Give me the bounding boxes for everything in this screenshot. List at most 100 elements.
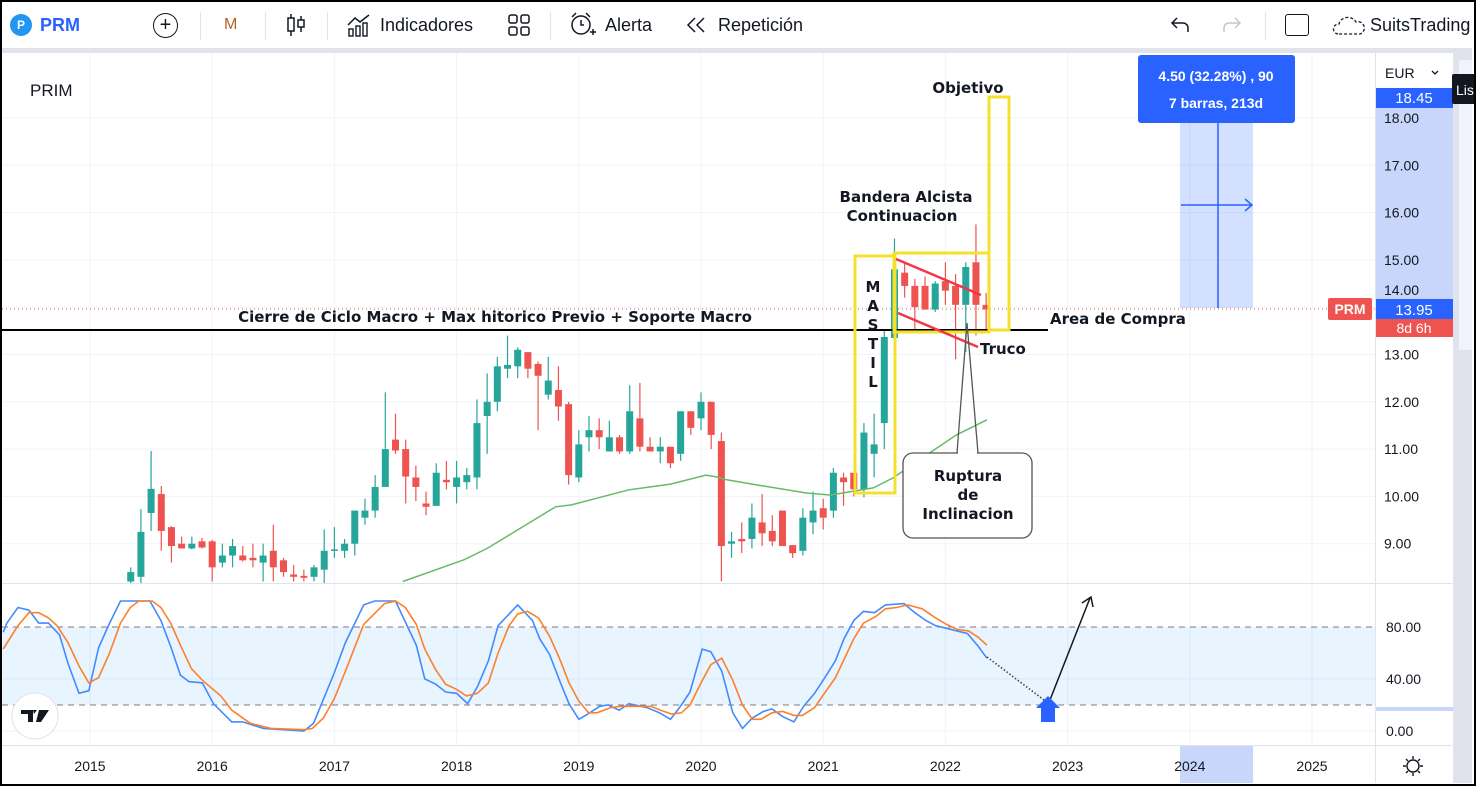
target-box[interactable] xyxy=(987,95,1011,332)
candle-body xyxy=(656,446,664,452)
candle-body xyxy=(962,266,970,305)
candle xyxy=(392,413,399,454)
candle xyxy=(789,545,797,558)
candle xyxy=(616,434,624,454)
candle-body xyxy=(178,543,186,549)
up-arrow-icon[interactable] xyxy=(1036,696,1060,722)
candle xyxy=(748,503,756,549)
candle xyxy=(697,392,705,431)
candle xyxy=(534,361,542,431)
year-tick-label: 2023 xyxy=(1052,758,1083,774)
candle-body xyxy=(442,479,450,483)
candle-body xyxy=(432,472,440,506)
time-axis[interactable]: 2015 2016 2017 2018 2019 2020 2021 2022 2023 2024… xyxy=(74,758,1327,774)
candle xyxy=(605,420,613,452)
chart-type-button[interactable] xyxy=(285,2,307,48)
candle xyxy=(127,567,135,583)
chevron-down-icon[interactable] xyxy=(1431,70,1439,75)
candle xyxy=(728,531,736,558)
candle xyxy=(361,498,369,525)
price-tick-label: 11.00 xyxy=(1384,441,1418,457)
flag-upper-trendline[interactable] xyxy=(895,257,982,297)
price-tick-label: 10.00 xyxy=(1384,488,1419,504)
candle-body xyxy=(229,546,237,556)
oscillator-axis[interactable]: 80.00 40.00 0.00 xyxy=(1386,619,1421,739)
measure-range-area[interactable] xyxy=(1180,97,1253,308)
projection-dotted-line[interactable] xyxy=(986,656,1045,701)
save-layout-button[interactable]: SuitsTrading xyxy=(1332,2,1470,48)
candle-body xyxy=(554,389,562,407)
mastil-box[interactable] xyxy=(853,254,897,495)
candle xyxy=(320,529,328,583)
candle xyxy=(167,526,175,563)
candle xyxy=(229,538,237,568)
projection-arrow-line[interactable] xyxy=(1047,597,1091,706)
countdown-badge xyxy=(1376,319,1453,337)
redo-button[interactable] xyxy=(1220,2,1244,48)
replay-button[interactable]: Repetición xyxy=(686,2,803,48)
candle-body xyxy=(371,486,379,511)
add-symbol-button[interactable]: + xyxy=(153,2,178,48)
candle xyxy=(626,385,634,454)
interval-button[interactable]: M xyxy=(224,16,238,33)
candle xyxy=(514,347,522,379)
candle-body xyxy=(381,449,389,487)
arrow-head-icon xyxy=(1081,595,1094,608)
price-tick-label: 15.00 xyxy=(1384,252,1419,268)
candles xyxy=(127,224,990,583)
year-tick-label: 2025 xyxy=(1296,758,1327,774)
mastil-letter: I xyxy=(870,354,876,372)
candle-body xyxy=(330,549,338,551)
measure-bars: 7 barras, 213d xyxy=(1169,95,1263,111)
year-tick-label: 2020 xyxy=(685,758,716,774)
candle xyxy=(137,509,145,583)
add-symbol-icon: + xyxy=(153,12,178,38)
settings-icon[interactable] xyxy=(1403,756,1423,776)
candle xyxy=(717,432,725,582)
candle-body xyxy=(473,423,481,478)
osc-tick-label: 40.00 xyxy=(1386,671,1421,687)
ruptura-callout[interactable]: Ruptura de Inclinacion xyxy=(902,322,1033,539)
alert-button[interactable]: Alerta xyxy=(569,2,652,48)
fullscreen-button[interactable] xyxy=(1285,2,1309,48)
candle xyxy=(738,522,746,554)
layouts-button[interactable] xyxy=(507,2,531,48)
symbol-legend[interactable]: PRIM xyxy=(30,81,73,100)
flag-lower-trendline[interactable] xyxy=(897,311,979,349)
candle xyxy=(880,330,888,450)
candle-body xyxy=(840,477,848,483)
candle xyxy=(829,468,837,518)
candle-body xyxy=(157,494,165,531)
candle-body xyxy=(127,572,135,582)
candle xyxy=(239,546,247,562)
candle-body xyxy=(738,538,746,542)
candle-body xyxy=(351,510,359,544)
symbol-search-button[interactable]: P PRM xyxy=(10,2,80,48)
candle xyxy=(656,437,664,464)
candle-body xyxy=(392,439,399,451)
candle-body xyxy=(952,285,960,305)
candle xyxy=(840,472,848,506)
currency-selector[interactable]: EUR xyxy=(1385,65,1415,81)
candle-body xyxy=(239,555,247,561)
candle xyxy=(941,262,949,305)
macro-support-label: Cierre de Ciclo Macro + Max hitorico Pre… xyxy=(238,308,752,326)
candle xyxy=(422,491,430,516)
top-toolbar: P PRM + M Indicadores Alerta Repetición … xyxy=(2,2,1472,48)
price-axis[interactable]: 9.00 10.00 11.00 12.00 13.00 14.00 15.00 16.00 1… xyxy=(1384,110,1419,552)
indicators-button[interactable]: Indicadores xyxy=(346,2,473,48)
candle-body xyxy=(931,283,939,310)
undo-button[interactable] xyxy=(1168,2,1192,48)
candle-body xyxy=(565,404,573,476)
candle xyxy=(218,543,226,568)
side-tooltip-text: Lis xyxy=(1456,82,1474,98)
tradingview-logo-icon[interactable] xyxy=(11,692,59,740)
indicators-label: Indicadores xyxy=(380,14,474,35)
fullscreen-icon xyxy=(1285,14,1309,36)
toolbar-divider xyxy=(550,12,551,40)
candle-body xyxy=(941,281,949,291)
bar-countdown: 8d 6h xyxy=(1396,320,1431,336)
symbol-price-tag xyxy=(1328,298,1372,320)
toolbar-divider xyxy=(200,12,201,40)
